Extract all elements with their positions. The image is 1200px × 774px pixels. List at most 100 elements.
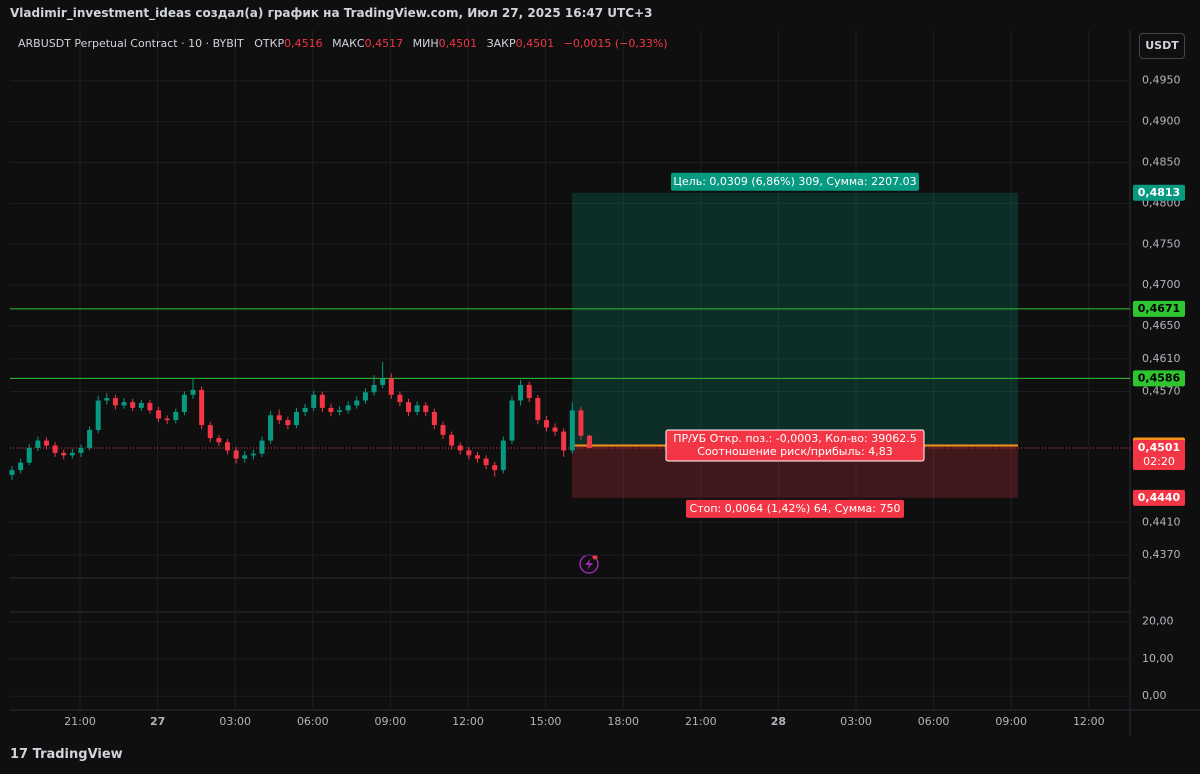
x-tick-label: 21:00 <box>685 715 717 728</box>
candle-body <box>104 398 110 401</box>
target-label-bg <box>671 172 919 191</box>
y-tick-label: 0,4370 <box>1142 548 1181 561</box>
alert-bolt <box>585 558 593 570</box>
logo-mark: 𝟭𝟳 <box>10 747 29 762</box>
candle-body <box>543 420 549 428</box>
brand-logo: 𝟭𝟳 TradingView <box>10 747 123 762</box>
candle-body <box>302 407 308 412</box>
candle-body <box>52 445 58 453</box>
candle-body <box>319 394 325 408</box>
x-tick-label: 18:00 <box>607 715 639 728</box>
candle-body <box>345 405 351 411</box>
candle-body <box>156 410 162 419</box>
candle-body <box>414 405 420 412</box>
x-tick-label: 06:00 <box>297 715 329 728</box>
last-price: 0,4501 <box>1138 441 1180 454</box>
candle-body <box>466 450 472 456</box>
candle-body <box>35 440 41 448</box>
candle-body <box>87 429 93 448</box>
candle-body <box>509 400 515 441</box>
candle-body <box>285 420 291 426</box>
change: −0,0015 (−0,33%) <box>563 37 668 50</box>
candle-body <box>199 389 205 426</box>
candle-body <box>121 402 127 406</box>
candle-body <box>518 384 524 401</box>
candle-body <box>492 465 498 471</box>
candle-body <box>526 384 532 399</box>
stop-label: Стоп: 0,0064 (1,42%) 64, Сумма: 750 <box>690 502 901 515</box>
ohlc-name: МАКС <box>332 37 365 50</box>
candle-body <box>61 452 67 456</box>
x-tick-label: 21:00 <box>64 715 96 728</box>
pnl-label-bg <box>665 429 925 462</box>
candle-body <box>43 440 49 446</box>
candle-body <box>569 410 575 451</box>
x-tick-label: 03:00 <box>840 715 872 728</box>
ohlc-value: 0,4501 <box>438 37 478 50</box>
x-tick-label: 09:00 <box>375 715 407 728</box>
candle-body <box>268 415 274 441</box>
candle-body <box>18 462 24 471</box>
x-tick-label: 12:00 <box>452 715 484 728</box>
legend: ARBUSDT Perpetual Contract · 10 · BYBIT … <box>18 37 674 50</box>
candle-body <box>535 398 541 421</box>
y-tick-label: 0,4700 <box>1142 278 1181 291</box>
candle-body <box>380 378 386 385</box>
candle-body <box>130 402 136 408</box>
header-title: Vladimir_investment_ideas создал(а) граф… <box>10 6 653 20</box>
candle-body <box>483 458 489 466</box>
pnl-label: ПР/УБ Откр. поз.: -0,0003, Кол-во: 39062… <box>673 432 916 445</box>
candle-body <box>9 470 15 475</box>
y-tick-label: 10,00 <box>1142 652 1174 665</box>
x-tick-label: 12:00 <box>1073 715 1105 728</box>
candle-body <box>173 411 179 421</box>
candle-body <box>423 405 429 412</box>
x-tick-label: 27 <box>150 715 165 728</box>
y-tick-label: 0,00 <box>1142 689 1167 702</box>
candle-body <box>216 438 222 443</box>
ohlc-value: 0,4517 <box>364 37 404 50</box>
candle-body <box>112 398 118 406</box>
y-tick-label: 0,4750 <box>1142 237 1181 250</box>
ohlc-name: МИН <box>412 37 439 50</box>
ohlc-value: 0,4501 <box>515 37 555 50</box>
candle-body <box>138 402 144 408</box>
target-price-bg <box>1133 184 1185 201</box>
candle-body <box>250 453 256 456</box>
candle-body <box>207 425 213 439</box>
countdown: 02:20 <box>1143 455 1175 468</box>
candle-body <box>449 434 455 446</box>
stop-label-bg <box>686 499 904 518</box>
currency-button[interactable]: USDT <box>1139 33 1185 59</box>
candle-body <box>362 392 368 401</box>
candle-body <box>69 452 75 456</box>
ohlc-name: ЗАКР <box>486 37 516 50</box>
candle-body <box>293 411 299 426</box>
ohlc-value: 0,4516 <box>284 37 323 50</box>
stop-price: 0,4440 <box>1138 491 1181 504</box>
candle-body <box>578 410 584 436</box>
y-tick-label: 0,4650 <box>1142 319 1181 332</box>
hline-price: 0,4586 <box>1138 371 1181 384</box>
candle-body <box>95 400 101 430</box>
y-tick-label: 0,4850 <box>1142 156 1181 169</box>
y-tick-label: 0,4950 <box>1142 74 1181 87</box>
candle-body <box>552 427 558 432</box>
symbol: ARBUSDT Perpetual Contract · 10 · BYBIT <box>18 37 244 50</box>
candle-body <box>259 440 265 454</box>
ohlc-name: ОТКР <box>254 37 285 50</box>
target-zone <box>572 192 1018 446</box>
y-tick-label: 0,4410 <box>1142 515 1181 528</box>
y-tick-label: 20,00 <box>1142 615 1174 628</box>
alert-dot <box>592 554 598 560</box>
candle-body <box>561 431 567 451</box>
x-tick-label: 03:00 <box>219 715 251 728</box>
x-tick-label: 09:00 <box>995 715 1027 728</box>
candle-body <box>406 402 412 412</box>
last-price-bg <box>1133 439 1185 470</box>
candle-body <box>164 418 170 421</box>
candle-body <box>397 394 403 403</box>
